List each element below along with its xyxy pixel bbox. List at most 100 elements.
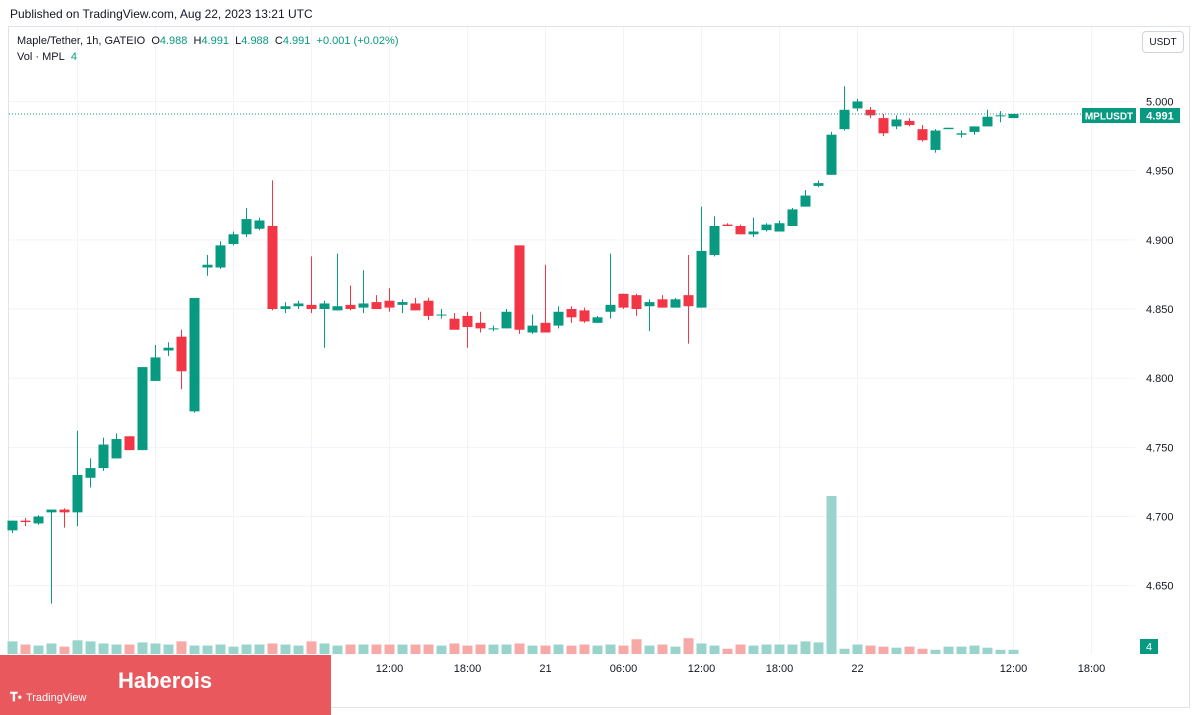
volume-legend: Vol · MPL 4: [17, 49, 398, 65]
candle-body: [670, 299, 681, 308]
candle-body: [683, 295, 694, 307]
candle-body: [98, 444, 109, 469]
volume-label: Vol · MPL: [17, 51, 65, 63]
candle-body: [852, 101, 863, 109]
candle-body: [163, 347, 174, 351]
candle-body: [605, 304, 616, 312]
volume-bar: [839, 648, 850, 654]
volume-bar: [956, 646, 967, 654]
volume-bar: [241, 644, 252, 654]
candle-body: [787, 209, 798, 226]
volume-bar: [579, 644, 590, 654]
high-label: H: [193, 35, 202, 47]
volume-bar: [774, 644, 785, 654]
candle-body: [813, 183, 824, 186]
candle-body: [85, 468, 96, 478]
volume-bar: [930, 649, 941, 654]
volume-bar: [865, 645, 876, 654]
volume-bar: [683, 638, 694, 654]
volume-bar: [280, 644, 291, 654]
volume-bar: [384, 644, 395, 654]
volume-bar: [267, 643, 278, 654]
volume-bar: [488, 644, 499, 654]
volume-bar: [852, 644, 863, 654]
candle-body: [150, 357, 161, 381]
volume-bar: [306, 641, 317, 654]
volume-bar: [46, 643, 57, 654]
candle-body: [1008, 113, 1019, 119]
volume-bar: [72, 640, 83, 654]
volume-bar: [254, 644, 265, 654]
time-tick-label: 18:00: [454, 663, 482, 675]
volume-bar: [800, 641, 811, 654]
time-tick-label: 12:00: [688, 663, 716, 675]
volume-bar: [1008, 649, 1019, 654]
volume-bar: [98, 643, 109, 654]
volume-bar: [345, 644, 356, 654]
time-tick-label: 12:00: [1000, 663, 1028, 675]
candle-body: [254, 220, 265, 229]
volume-bar: [85, 641, 96, 654]
volume-bar: [475, 644, 486, 654]
volume-bar: [748, 645, 759, 654]
volume-bar: [592, 645, 603, 654]
volume-bar: [670, 646, 681, 654]
candle-body: [358, 303, 369, 308]
candle-body: [449, 318, 460, 330]
volume-bar: [124, 644, 135, 654]
volume-bars: [7, 496, 1019, 654]
volume-bar: [618, 645, 629, 654]
candle-body: [579, 310, 590, 322]
price-tick-label: 4.650: [1146, 581, 1174, 593]
candle-body: [436, 314, 447, 316]
ohlc-legend: Maple/Tether, 1h, GATEIO O4.988 H4.991 L…: [17, 33, 398, 49]
price-tick-label: 4.850: [1146, 304, 1174, 316]
candle-body: [657, 299, 668, 308]
currency-button[interactable]: USDT: [1142, 31, 1184, 53]
volume-bar: [709, 645, 720, 654]
candle-body: [722, 224, 733, 226]
volume-bar: [566, 645, 577, 654]
brand-text: Haberois: [118, 668, 213, 693]
volume-bar: [696, 643, 707, 654]
high-value: 4.991: [201, 35, 230, 47]
volume-bar: [462, 645, 473, 654]
candle-body: [631, 295, 642, 309]
candle-body: [696, 250, 707, 308]
candle-body: [475, 322, 486, 329]
candle-body: [423, 300, 434, 316]
volume-bar: [150, 643, 161, 654]
volume-bar: [111, 644, 122, 654]
candle-body: [332, 306, 343, 311]
price-axis: 4.650 4.700 4.750 4.800 4.850 4.900 4.950 5.000: [1146, 97, 1174, 593]
tradingview-logo-text: TradingView: [25, 691, 87, 704]
candle-body: [176, 336, 187, 372]
tradingview-logo[interactable]: 𝐓• TradingView: [10, 690, 86, 705]
volume-bar: [514, 643, 525, 654]
volume-bar: [644, 645, 655, 654]
candle-body: [774, 223, 785, 232]
time-tick-label: 21: [539, 663, 551, 675]
candle-body: [319, 303, 330, 309]
candle-body: [7, 520, 18, 531]
candle-body: [644, 302, 655, 307]
volume-bar: [995, 649, 1006, 654]
candle-body: [930, 130, 941, 150]
candle-body: [397, 302, 408, 305]
brand-banner: [0, 655, 331, 715]
price-tag: MPLUSDT 4.991: [1082, 108, 1180, 123]
volume-bar: [826, 496, 837, 654]
candle-body: [267, 226, 278, 309]
candle-body: [982, 116, 993, 127]
volume-bar: [189, 645, 200, 654]
candle-body: [735, 226, 746, 235]
time-tick-label: 06:00: [610, 663, 638, 675]
volume-bar: [553, 644, 564, 654]
volume-value: 4: [70, 51, 77, 63]
time-tick-label: 22: [851, 663, 863, 675]
candle-body: [189, 297, 200, 412]
candle-body: [618, 293, 629, 308]
candle-body: [943, 127, 954, 130]
candle-body: [488, 328, 499, 330]
